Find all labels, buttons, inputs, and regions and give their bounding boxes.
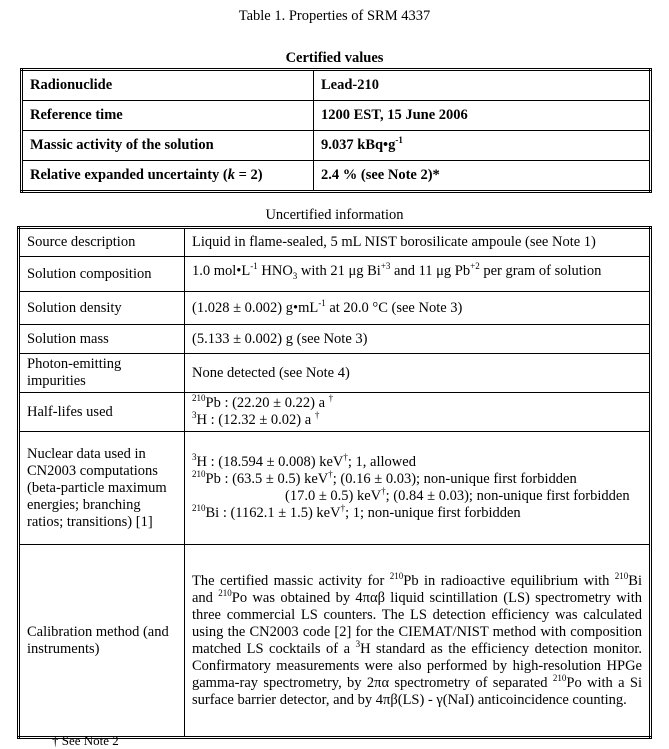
calibration-text: Bi and: [192, 572, 642, 606]
calibration-text: 210: [552, 672, 567, 683]
calibration-text: 210: [389, 570, 404, 581]
nuclear-data-line: (17.0 ± 0.5) keV†; (0.84 ± 0.03); non-un…: [285, 486, 630, 504]
cell-label: Source description: [18, 227, 185, 257]
table-row: Photon-emitting impurities None detected …: [18, 353, 651, 393]
calibration-text: 210: [614, 570, 629, 581]
cell-label: Photon-emitting impurities: [18, 353, 185, 393]
cell-label: Solution composition: [18, 256, 185, 292]
table-row: Solution mass (5.133 ± 0.002) g (see Note…: [18, 324, 651, 354]
table-row: Half-lifes used 210Pb : (22.20 ± 0.22) a …: [18, 392, 651, 432]
cell-value: Lead-210: [313, 69, 651, 101]
cell-value: 9.037 kBq•g-1: [313, 130, 651, 161]
table-row: Reference time 1200 EST, 15 June 2006: [21, 100, 651, 131]
table-row: Solution composition 1.0 mol•L-1 HNO3 wit…: [18, 256, 651, 292]
footnote: † See Note 2: [52, 733, 119, 748]
nuclear-data-line: 3H : (18.594 ± 0.008) keV†; 1, allowed: [192, 452, 416, 470]
cell-label: Half-lifes used: [18, 392, 185, 432]
cell-value: None detected (see Note 4): [184, 353, 651, 393]
table-row: Massic activity of the solution 9.037 kBq…: [21, 130, 651, 161]
cell-value: Liquid in flame-sealed, 5 mL NIST borosi…: [184, 227, 651, 257]
certified-values-table: Radionuclide Lead-210 Reference time 1200 …: [20, 68, 652, 193]
calibration-text: Pb in radioactive equilibrium with: [403, 572, 615, 589]
cell-value: 2.4 % (see Note 2)*: [313, 160, 651, 192]
cell-value: 1.0 mol•L-1 HNO3 with 21 μg Bi+3 and 11 …: [184, 256, 651, 292]
calibration-text: H standard as the efficiency detection m…: [192, 640, 642, 691]
cell-label: Nuclear data used in CN2003 computations…: [18, 431, 185, 545]
table-row: Relative expanded uncertainty (k = 2) 2.4…: [21, 160, 651, 192]
calibration-text: Po was obtained by 4παβ liquid scintilla…: [192, 589, 642, 657]
calibration-text: The certified massic activity for: [192, 572, 390, 589]
table-row: Solution density (1.028 ± 0.002) g•mL-1 a…: [18, 291, 651, 325]
calibration-text: 210: [218, 587, 232, 598]
cell-value: 1200 EST, 15 June 2006: [313, 100, 651, 131]
certified-heading: Certified values: [285, 50, 384, 66]
cell-value: The certified massic activity for 210Pb …: [184, 544, 651, 738]
table-row: Radionuclide Lead-210: [21, 69, 651, 101]
uncertified-info-table: Source description Liquid in flame-sealed…: [17, 226, 652, 739]
cell-value: 3H : (18.594 ± 0.008) keV†; 1, allowed 21…: [184, 431, 651, 545]
table-row: Calibration method (and instruments) The …: [18, 544, 651, 738]
cell-label: Reference time: [21, 100, 314, 131]
cell-label: Relative expanded uncertainty (k = 2): [21, 160, 314, 192]
uncertified-heading: Uncertified information: [265, 207, 404, 223]
cell-value: (1.028 ± 0.002) g•mL-1 at 20.0 °C (see N…: [184, 291, 651, 325]
cell-value: 210Pb : (22.20 ± 0.22) a † 3H : (12.32 ± …: [184, 392, 651, 432]
nuclear-data-line: 210Bi : (1162.1 ± 1.5) keV†; 1; non-uniq…: [192, 503, 521, 521]
cell-value: (5.133 ± 0.002) g (see Note 3): [184, 324, 651, 354]
calibration-text: 3: [355, 638, 361, 649]
cell-label: Solution density: [18, 291, 185, 325]
nuclear-data-line: 210Pb : (63.5 ± 0.5) keV†; (0.16 ± 0.03)…: [192, 469, 577, 487]
calibration-text: Po with a Si surface barrier detector, a…: [192, 674, 642, 708]
table-row: Source description Liquid in flame-sealed…: [18, 227, 651, 257]
cell-label: Radionuclide: [21, 69, 314, 101]
cell-label: Calibration method (and instruments): [18, 544, 185, 738]
cell-label: Massic activity of the solution: [21, 130, 314, 161]
table-title: Table 1. Properties of SRM 4337: [238, 8, 431, 24]
table-row: Nuclear data used in CN2003 computations…: [18, 431, 651, 545]
cell-label: Solution mass: [18, 324, 185, 354]
